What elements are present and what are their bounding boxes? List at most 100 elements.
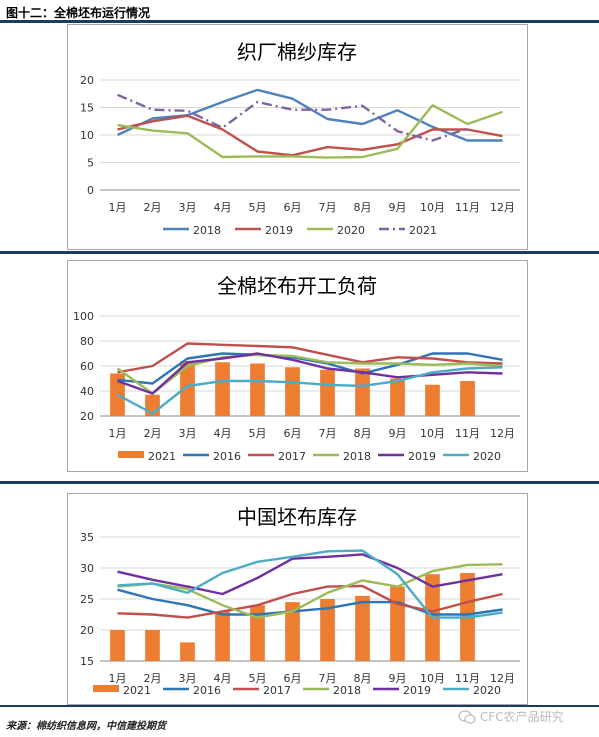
bar-2021 — [180, 361, 195, 416]
legend-swatch — [118, 451, 144, 458]
x-tick-label: 9月 — [389, 672, 407, 685]
y-tick-label: 25 — [80, 593, 94, 606]
chart-frame-load: 全棉坯布开工负荷 20 40 60 80 100 1月 2月 3月 4月 5月 6月 7月 8月 9月 10月… — [67, 260, 528, 472]
x-tick-label: 3月 — [179, 672, 197, 685]
y-tick-label: 80 — [80, 335, 94, 348]
legend-label: 2019 — [265, 224, 293, 237]
x-tick-label: 2月 — [144, 201, 162, 214]
legend-label: 2019 — [403, 684, 431, 697]
bar-2021 — [320, 369, 335, 416]
bar-2021 — [425, 384, 440, 416]
y-tick-label: 40 — [80, 385, 94, 398]
legend-label: 2021 — [409, 224, 437, 237]
x-tick-label: 6月 — [284, 672, 302, 685]
x-tick-label: 5月 — [249, 427, 267, 440]
x-tick-label: 4月 — [214, 672, 232, 685]
rule-2 — [0, 481, 599, 484]
x-tick-label: 11月 — [455, 672, 480, 685]
legend-label: 2021 — [123, 684, 151, 697]
bar-2021 — [215, 362, 230, 416]
x-tick-label: 1月 — [109, 427, 127, 440]
series-line-2019 — [117, 114, 503, 157]
series-line-2018 — [116, 353, 503, 395]
y-tick-label: 100 — [73, 310, 94, 323]
bar-2021 — [145, 630, 160, 661]
y-tick-label: 20 — [80, 410, 94, 423]
legend-label: 2017 — [263, 684, 291, 697]
rule-1 — [0, 251, 599, 254]
x-tick-label: 2月 — [144, 427, 162, 440]
bar-2021 — [110, 373, 125, 416]
legend-label: 2019 — [408, 450, 436, 463]
operating-load-chart: 全棉坯布开工负荷 20 40 60 80 100 1月 2月 3月 4月 5月 6月 7月 8月 9月 10月… — [73, 274, 520, 463]
series-line-2020 — [117, 549, 503, 619]
x-tick-label: 6月 — [284, 427, 302, 440]
chart-title: 中国坯布库存 — [237, 505, 357, 529]
yarn-inventory-chart: 织厂棉纱库存 0 5 10 15 20 1月 2月 3月 4月 5月 6月 7月 8月 9月 10月 11月 12… — [80, 40, 520, 237]
x-tick-label: 9月 — [389, 201, 407, 214]
chart-title: 织厂棉纱库存 — [237, 40, 357, 64]
x-tick-label: 12月 — [490, 672, 515, 685]
chart-title: 全棉坯布开工负荷 — [217, 274, 377, 298]
x-tick-label: 7月 — [319, 672, 337, 685]
legend-label: 2018 — [343, 450, 371, 463]
x-tick-label: 3月 — [179, 427, 197, 440]
legend-label: 2020 — [473, 684, 501, 697]
series-line-2017 — [117, 584, 503, 619]
series-line-2021 — [117, 93, 468, 142]
bar-2021 — [390, 378, 405, 416]
y-tick-label: 35 — [80, 531, 94, 544]
legend-swatch — [93, 685, 119, 692]
figure-title: 图十二：全棉坯布运行情况 — [6, 6, 151, 20]
y-tick-label: 30 — [80, 562, 94, 575]
series-line-2019 — [117, 553, 503, 596]
y-tick-label: 5 — [87, 157, 94, 170]
x-tick-label: 5月 — [249, 672, 267, 685]
x-tick-label: 7月 — [319, 427, 337, 440]
bar-2021 — [285, 602, 300, 661]
y-tick-label: 20 — [80, 74, 94, 87]
bar-2021 — [250, 605, 265, 661]
series-line-2016 — [117, 352, 503, 385]
x-tick-label: 4月 — [214, 427, 232, 440]
x-tick-label: 1月 — [109, 201, 127, 214]
top-rule — [0, 20, 599, 23]
bar-2021 — [110, 630, 125, 661]
y-tick-label: 15 — [80, 655, 94, 668]
y-tick-label: 20 — [80, 624, 94, 637]
bar-2021 — [355, 368, 370, 416]
series-line-2019 — [117, 352, 503, 395]
watermark: CFC农产品研究 — [458, 708, 564, 725]
x-tick-label: 12月 — [490, 201, 515, 214]
x-tick-label: 4月 — [214, 201, 232, 214]
series-line-2016 — [117, 588, 503, 616]
chart-frame-grey-cloth: 中国坯布库存 15 20 25 30 35 1月 2月 3月 4月 5月 6月 7月 8月 9月 10月 11月… — [67, 493, 528, 705]
legend-label: 2017 — [278, 450, 306, 463]
x-tick-label: 5月 — [249, 201, 267, 214]
x-tick-label: 10月 — [420, 427, 445, 440]
series-line-2020 — [117, 104, 503, 159]
x-tick-label: 6月 — [284, 201, 302, 214]
watermark-text: CFC农产品研究 — [480, 710, 564, 724]
series-line-2017 — [117, 342, 503, 374]
legend-label: 2018 — [193, 224, 221, 237]
source-note: 来源：棉纺织信息网，中信建投期货 — [6, 721, 166, 732]
y-tick-label: 10 — [80, 129, 94, 142]
legend-label: 2016 — [213, 450, 241, 463]
y-tick-label: 15 — [80, 102, 94, 115]
x-tick-label: 11月 — [455, 201, 480, 214]
x-tick-label: 12月 — [490, 427, 515, 440]
series-line-2018 — [117, 563, 503, 619]
legend-label: 2016 — [193, 684, 221, 697]
wechat-icon — [458, 709, 476, 724]
bar-2021 — [250, 363, 265, 416]
grey-cloth-inventory-chart: 中国坯布库存 15 20 25 30 35 1月 2月 3月 4月 5月 6月 7月 8月 9月 10月 11月… — [80, 505, 520, 697]
legend-label: 2021 — [148, 450, 176, 463]
x-tick-label: 1月 — [109, 672, 127, 685]
legend-label: 2020 — [473, 450, 501, 463]
x-tick-label: 8月 — [354, 201, 372, 214]
bar-2021 — [355, 595, 370, 661]
bar-2021 — [215, 611, 230, 661]
x-tick-label: 7月 — [319, 201, 337, 214]
bar-2021 — [180, 642, 195, 661]
